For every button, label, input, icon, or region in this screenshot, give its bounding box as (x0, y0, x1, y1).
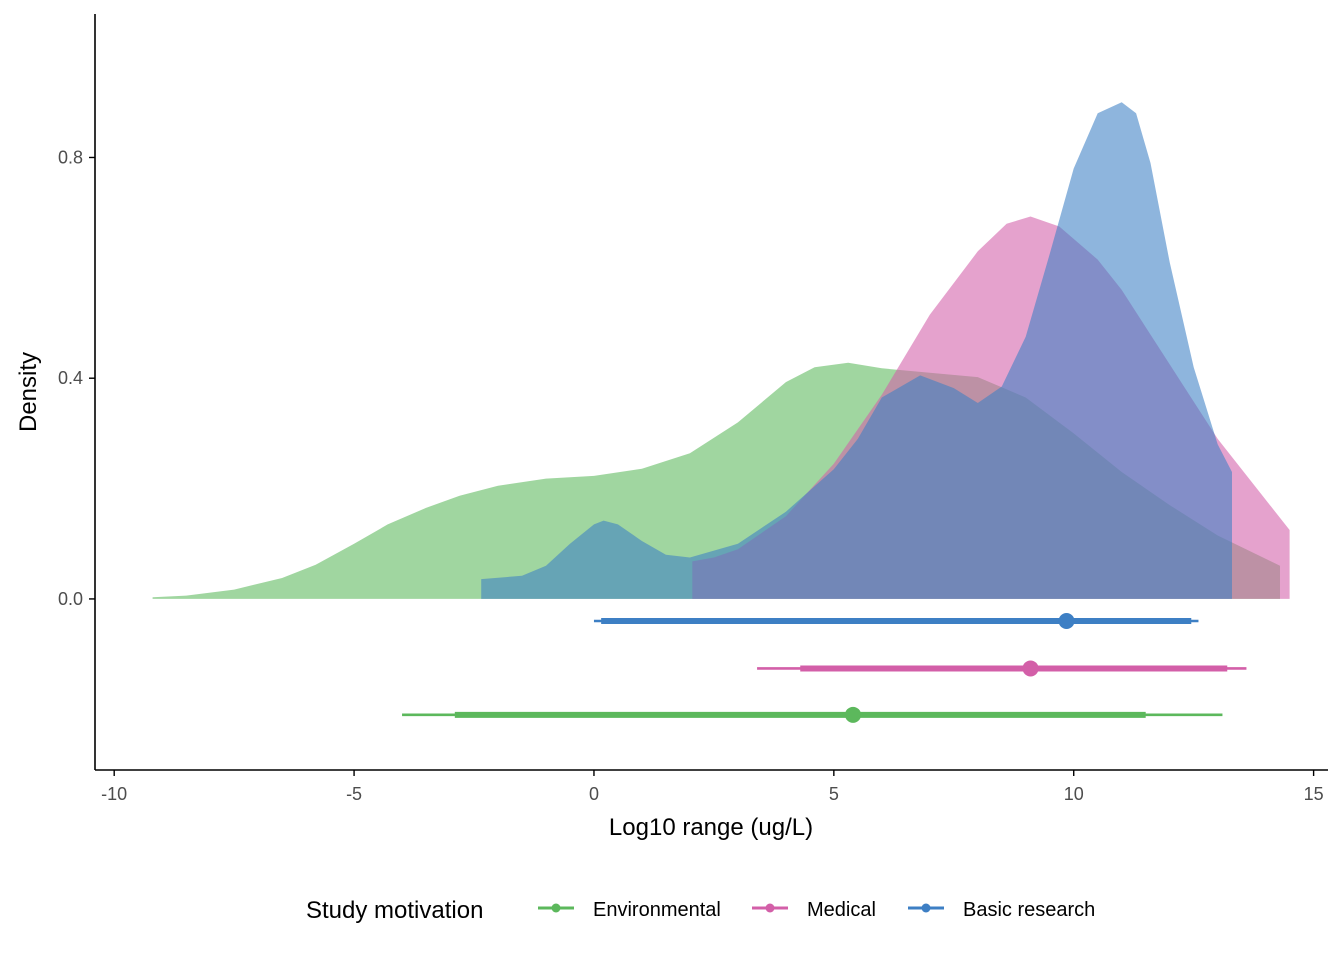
x-axis-ticks: -10 -5 0 5 10 15 (101, 770, 1324, 804)
legend-item-environmental: Environmental (538, 899, 721, 921)
y-axis-ticks: 0.0 0.4 0.8 (58, 147, 95, 609)
y-tick-label: 0.0 (58, 589, 83, 609)
legend-item-basic-research: Basic research (908, 899, 1095, 921)
x-tick-label: -10 (101, 784, 127, 804)
legend-label: Basic research (963, 899, 1095, 921)
legend-key-point (765, 903, 775, 913)
legend-key-point (921, 903, 931, 913)
y-tick-label: 0.4 (58, 368, 83, 388)
x-axis-title: Log10 range (ug/L) (609, 814, 813, 841)
point-estimate-medical (1022, 660, 1039, 677)
x-tick-label: 0 (589, 784, 599, 804)
x-tick-label: 10 (1064, 784, 1084, 804)
density-areas (152, 102, 1290, 599)
legend: Study motivation Environmental Medical Bas… (306, 897, 1095, 924)
legend-label: Medical (807, 899, 876, 921)
legend-items: Environmental Medical Basic research (538, 899, 1095, 921)
legend-item-medical: Medical (752, 899, 876, 921)
interval-summaries (402, 613, 1247, 723)
legend-title: Study motivation (306, 897, 483, 924)
x-tick-label: 5 (829, 784, 839, 804)
x-tick-label: 15 (1304, 784, 1324, 804)
point-estimate-environmental (845, 706, 862, 723)
point-estimate-basic-research (1058, 613, 1075, 630)
y-tick-label: 0.8 (58, 147, 83, 167)
density-area-basic-research (481, 102, 1232, 599)
x-tick-label: -5 (346, 784, 362, 804)
legend-key-point (551, 903, 561, 913)
legend-label: Environmental (593, 899, 721, 921)
y-axis-title: Density (15, 352, 42, 432)
